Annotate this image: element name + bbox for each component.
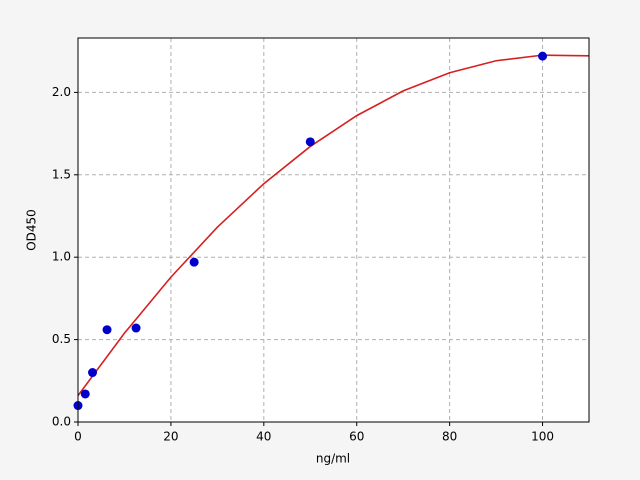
x-tick-label: 60 — [349, 430, 364, 444]
fit-curve — [78, 54, 589, 397]
plot-frame — [77, 37, 590, 423]
y-tick-label: 1.5 — [52, 167, 71, 181]
data-point — [80, 389, 90, 399]
data-point — [189, 257, 199, 267]
y-tick-label: 0.5 — [52, 332, 71, 346]
data-point — [131, 323, 141, 333]
data-point — [102, 325, 112, 335]
x-tick-label: 0 — [74, 430, 82, 444]
y-tick-label: 1.0 — [52, 250, 71, 264]
y-axis-label: OD450 — [25, 209, 39, 251]
y-tick-label: 0.0 — [52, 415, 71, 429]
x-tick-label: 80 — [442, 430, 457, 444]
x-axis-label: ng/ml — [316, 452, 350, 466]
data-point — [305, 137, 315, 147]
data-point — [538, 51, 548, 61]
data-point — [88, 368, 98, 378]
y-tick-label: 2.0 — [52, 85, 71, 99]
x-tick-label: 100 — [531, 430, 554, 444]
x-tick-label: 40 — [256, 430, 271, 444]
plot-area — [78, 38, 589, 422]
x-tick-label: 20 — [163, 430, 178, 444]
